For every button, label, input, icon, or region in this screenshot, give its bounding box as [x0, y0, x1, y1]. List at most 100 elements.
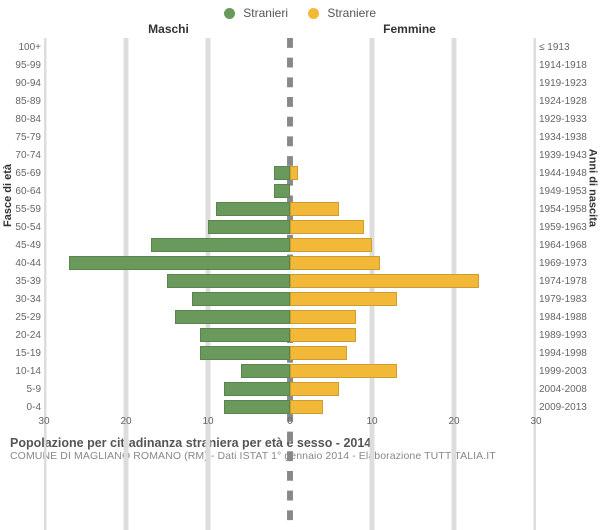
legend-swatch-f: [308, 8, 319, 19]
legend-item-m: Stranieri: [224, 6, 288, 20]
y-axis-title-left: Fasce di età: [2, 164, 14, 227]
bar-male: [274, 184, 290, 198]
bar-male: [192, 292, 290, 306]
birth-label: ≤ 1913: [536, 38, 594, 56]
bar-female: [290, 274, 479, 288]
bar-female: [290, 382, 339, 396]
x-axis: 3020100102030: [6, 416, 594, 432]
age-label: 90-94: [6, 74, 44, 92]
birth-label: 1989-1993: [536, 326, 594, 344]
x-tick: 10: [202, 416, 213, 427]
bar-row: [44, 74, 536, 92]
bar-row: [44, 38, 536, 56]
birth-label: 2009-2013: [536, 398, 594, 416]
age-labels: 100+95-9990-9485-8980-8475-7970-7465-696…: [6, 38, 44, 416]
bar-male: [224, 400, 290, 414]
bar-male: [208, 220, 290, 234]
bar-row: [44, 92, 536, 110]
legend: Stranieri Straniere: [0, 0, 600, 20]
legend-label-f: Straniere: [327, 6, 376, 20]
bar-male: [151, 238, 290, 252]
bar-row: [44, 380, 536, 398]
x-tick: 0: [287, 416, 293, 427]
bar-row: [44, 308, 536, 326]
bar-male: [224, 382, 290, 396]
plot: [44, 38, 536, 416]
bar-row: [44, 110, 536, 128]
y-axis-title-right: Anni di nascita: [586, 149, 598, 227]
bar-male: [175, 310, 290, 324]
bar-male: [200, 328, 290, 342]
bar-female: [290, 292, 397, 306]
chart-area: Fasce di età Anni di nascita 100+95-9990…: [6, 38, 594, 416]
bar-male: [69, 256, 290, 270]
bar-row: [44, 398, 536, 416]
bar-male: [274, 166, 290, 180]
bar-male: [241, 364, 290, 378]
birth-labels: ≤ 19131914-19181919-19231924-19281929-19…: [536, 38, 594, 416]
birth-label: 1969-1973: [536, 254, 594, 272]
x-tick: 30: [530, 416, 541, 427]
bar-row: [44, 164, 536, 182]
legend-swatch-m: [224, 8, 235, 19]
birth-label: 1929-1933: [536, 110, 594, 128]
population-pyramid: Stranieri Straniere Maschi Femmine Fasce…: [0, 0, 600, 500]
bar-female: [290, 364, 397, 378]
age-label: 100+: [6, 38, 44, 56]
bar-male: [167, 274, 290, 288]
age-label: 5-9: [6, 380, 44, 398]
header-male: Maschi: [48, 22, 289, 36]
age-label: 70-74: [6, 146, 44, 164]
legend-label-m: Stranieri: [243, 6, 288, 20]
header-female: Femmine: [289, 22, 530, 36]
bar-row: [44, 56, 536, 74]
footer: Popolazione per cittadinanza straniera p…: [0, 432, 600, 462]
birth-label: 1919-1923: [536, 74, 594, 92]
birth-label: 1984-1988: [536, 308, 594, 326]
chart-title: Popolazione per cittadinanza straniera p…: [10, 436, 590, 450]
age-label: 30-34: [6, 290, 44, 308]
age-label: 20-24: [6, 326, 44, 344]
bar-female: [290, 166, 298, 180]
age-label: 75-79: [6, 128, 44, 146]
bar-female: [290, 220, 364, 234]
x-tick: 30: [38, 416, 49, 427]
chart-source: COMUNE DI MAGLIANO ROMANO (RM) - Dati IS…: [10, 450, 590, 462]
x-tick: 10: [366, 416, 377, 427]
bar-row: [44, 272, 536, 290]
bar-female: [290, 310, 356, 324]
birth-label: 1979-1983: [536, 290, 594, 308]
bar-row: [44, 146, 536, 164]
birth-label: 1999-2003: [536, 362, 594, 380]
bar-row: [44, 218, 536, 236]
birth-label: 1914-1918: [536, 56, 594, 74]
column-headers: Maschi Femmine: [0, 20, 600, 38]
age-label: 15-19: [6, 344, 44, 362]
legend-item-f: Straniere: [308, 6, 376, 20]
bar-row: [44, 236, 536, 254]
bar-female: [290, 202, 339, 216]
age-label: 35-39: [6, 272, 44, 290]
bar-female: [290, 238, 372, 252]
birth-label: 1974-1978: [536, 272, 594, 290]
birth-label: 1924-1928: [536, 92, 594, 110]
age-label: 80-84: [6, 110, 44, 128]
bar-male: [216, 202, 290, 216]
bar-row: [44, 344, 536, 362]
birth-label: 1964-1968: [536, 236, 594, 254]
bar-female: [290, 400, 323, 414]
age-label: 40-44: [6, 254, 44, 272]
age-label: 10-14: [6, 362, 44, 380]
age-label: 85-89: [6, 92, 44, 110]
birth-label: 2004-2008: [536, 380, 594, 398]
birth-label: 1994-1998: [536, 344, 594, 362]
bar-row: [44, 200, 536, 218]
bar-row: [44, 290, 536, 308]
bar-row: [44, 326, 536, 344]
bar-female: [290, 346, 347, 360]
bar-female: [290, 256, 380, 270]
bar-row: [44, 182, 536, 200]
bar-row: [44, 128, 536, 146]
bar-male: [200, 346, 290, 360]
bar-row: [44, 362, 536, 380]
